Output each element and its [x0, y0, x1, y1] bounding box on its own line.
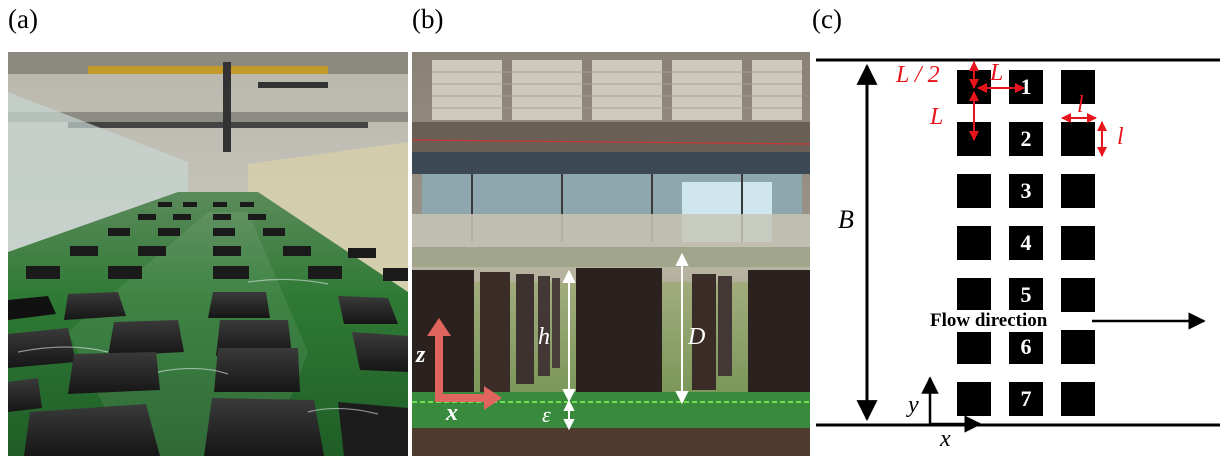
- axis-x-label: x: [446, 400, 458, 426]
- label-D: D: [688, 324, 706, 350]
- block-right-6: [1061, 330, 1095, 364]
- label-L-top: L: [990, 60, 1004, 86]
- label-epsilon: ε: [542, 402, 551, 427]
- block-right-2: [1061, 122, 1095, 156]
- block-number-5: 5: [1020, 282, 1032, 307]
- label-L-left: L: [930, 104, 944, 130]
- photo-flume-side-view: z x h D ε: [412, 52, 810, 456]
- axis-y-label: y: [908, 392, 919, 418]
- block-left-4: [957, 226, 991, 260]
- block-number-6: 6: [1020, 334, 1032, 359]
- block-center-5: [1009, 278, 1043, 312]
- block-left-6: [957, 330, 991, 364]
- block-left-5: [957, 278, 991, 312]
- photo-flume-perspective: [8, 52, 408, 456]
- block-right-1: [1061, 70, 1095, 104]
- axis-x-label-schematic: x: [940, 426, 951, 452]
- label-l-horizontal: l: [1077, 92, 1084, 118]
- axis-z-label: z: [416, 342, 426, 368]
- block-left-7: [957, 382, 991, 416]
- panel-label-c: (c): [812, 4, 842, 34]
- block-center-6: [1009, 330, 1043, 364]
- label-l-vertical: l: [1117, 124, 1124, 150]
- label-L-half: L / 2: [896, 62, 940, 88]
- schematic-block-layout: 1 2 3 4 5 6 7 L / 2 L L l l B Flow direc…: [812, 52, 1224, 456]
- block-right-4: [1061, 226, 1095, 260]
- block-number-3: 3: [1020, 178, 1032, 203]
- block-right-7: [1061, 382, 1095, 416]
- block-right-5: [1061, 278, 1095, 312]
- block-number-1: 1: [1020, 74, 1032, 99]
- block-number-7: 7: [1020, 386, 1032, 411]
- block-number-2: 2: [1020, 126, 1032, 151]
- panel-label-b: (b): [412, 4, 444, 34]
- block-center-4: [1009, 226, 1043, 260]
- block-right-3: [1061, 174, 1095, 208]
- label-B: B: [838, 205, 854, 234]
- block-center-7: [1009, 382, 1043, 416]
- label-h: h: [538, 324, 550, 350]
- block-number-4: 4: [1020, 230, 1032, 255]
- block-left-3: [957, 174, 991, 208]
- panel-label-a: (a): [8, 4, 38, 34]
- block-center-2: [1009, 122, 1043, 156]
- flow-direction-label: Flow direction: [928, 310, 1050, 332]
- block-center-3: [1009, 174, 1043, 208]
